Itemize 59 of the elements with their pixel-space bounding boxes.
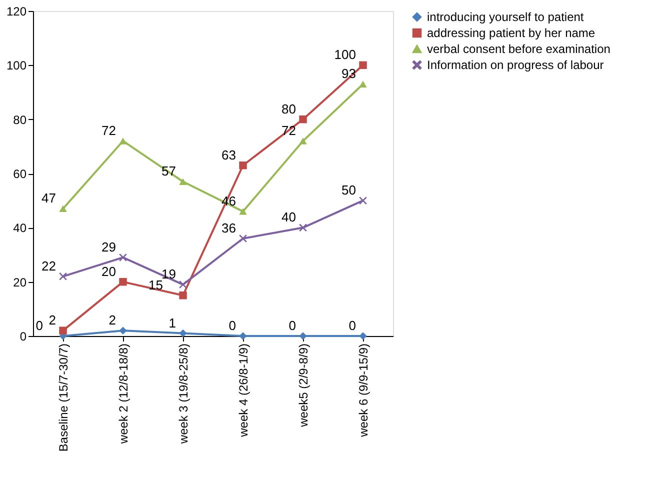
point [179, 292, 187, 300]
data-label: 72 [102, 123, 116, 138]
point [359, 196, 367, 204]
y-tick-label: 80 [13, 112, 27, 127]
data-label: 100 [334, 47, 356, 62]
y-tick-label: 0 [20, 330, 27, 344]
data-label: 0 [36, 318, 43, 333]
point [179, 280, 187, 288]
point [59, 326, 67, 334]
data-label: 29 [102, 239, 116, 254]
data-label: 80 [282, 101, 296, 116]
data-label: 47 [42, 190, 56, 206]
x-tick-label: Baseline (15/7-30/7) [56, 344, 70, 452]
point [119, 326, 127, 334]
x-tick-label: week 2 (12/8-18/8) [116, 344, 130, 445]
x-tick-label: week5 (2/9-8/9) [296, 344, 310, 428]
point [239, 208, 247, 215]
x-tick-label: week 4 (26/8-1/9) [236, 344, 250, 438]
y-tick-label: 20 [13, 275, 27, 290]
point [59, 205, 67, 212]
x-tick-label: week 3 (19/8-25/8) [176, 344, 190, 445]
point [359, 332, 367, 340]
point [239, 332, 247, 340]
data-label: 0 [228, 318, 236, 333]
data-label: 36 [222, 220, 236, 236]
point [299, 115, 307, 124]
point [239, 162, 247, 170]
y-tick-label: 120 [6, 4, 27, 18]
y-tick-label: 100 [6, 58, 27, 73]
legend-label: Information on progress of labour [427, 58, 604, 72]
data-label: 2 [108, 312, 116, 328]
y-tick-label: 60 [13, 167, 27, 181]
y-tick-label: 40 [13, 221, 27, 236]
point [359, 61, 367, 70]
point [299, 332, 307, 340]
data-label: 0 [348, 318, 356, 333]
data-label: 50 [342, 182, 356, 198]
point [299, 224, 307, 232]
legend-label: addressing patient by her name [427, 26, 596, 40]
point [299, 138, 307, 144]
point [119, 138, 127, 144]
point [179, 329, 187, 338]
point [179, 178, 187, 185]
data-label: 1 [168, 315, 176, 330]
legend-label: introducing yourself to patient [427, 10, 584, 24]
data-label: 63 [222, 147, 236, 162]
point [359, 80, 367, 88]
data-label: 15 [148, 277, 163, 292]
x-tick-label: week 6 (9/9-15/9) [356, 344, 370, 438]
point [119, 278, 127, 286]
data-label: 40 [282, 210, 296, 225]
data-label: 22 [42, 258, 56, 274]
data-label: 20 [102, 264, 116, 279]
point [59, 272, 67, 280]
legend-label: verbal consent before examination [427, 42, 610, 56]
data-label: 19 [162, 266, 176, 282]
data-label: 0 [288, 318, 296, 333]
point [119, 254, 127, 262]
data-label: 2 [48, 312, 56, 328]
